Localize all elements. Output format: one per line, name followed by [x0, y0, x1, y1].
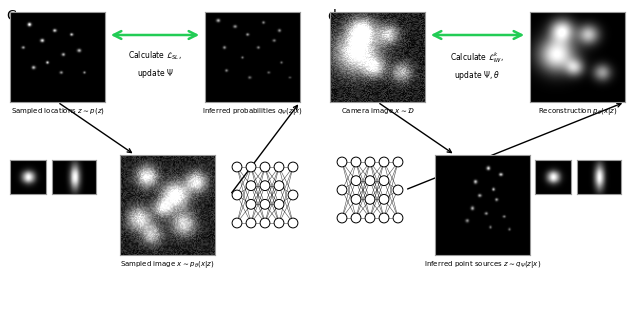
Circle shape: [274, 218, 284, 228]
Circle shape: [351, 176, 361, 186]
Circle shape: [274, 181, 284, 191]
Circle shape: [365, 194, 375, 204]
Circle shape: [246, 218, 256, 228]
Text: X-Z: X-Z: [595, 164, 604, 169]
Circle shape: [365, 213, 375, 223]
Circle shape: [337, 213, 347, 223]
Circle shape: [365, 176, 375, 186]
Circle shape: [232, 218, 242, 228]
Circle shape: [288, 218, 298, 228]
Text: Reconstruction $p_\theta(x|z)$: Reconstruction $p_\theta(x|z)$: [538, 106, 618, 117]
Circle shape: [351, 157, 361, 167]
Text: d: d: [327, 9, 336, 23]
Text: Sampled image $x \sim p_\theta(x|z)$: Sampled image $x \sim p_\theta(x|z)$: [120, 259, 214, 270]
Circle shape: [379, 213, 389, 223]
Circle shape: [379, 176, 389, 186]
Circle shape: [337, 157, 347, 167]
Circle shape: [246, 181, 256, 191]
Circle shape: [246, 162, 256, 172]
Circle shape: [337, 185, 347, 195]
Circle shape: [274, 199, 284, 209]
Circle shape: [351, 194, 361, 204]
Circle shape: [365, 157, 375, 167]
Circle shape: [351, 213, 361, 223]
Text: Calculate $\mathcal{L}_{IW}^k$,
update $\Psi, \theta$: Calculate $\mathcal{L}_{IW}^k$, update $…: [450, 50, 504, 82]
Text: C: C: [6, 9, 16, 23]
Text: X-Y: X-Y: [549, 164, 557, 169]
Circle shape: [393, 157, 403, 167]
Circle shape: [288, 190, 298, 200]
Circle shape: [393, 213, 403, 223]
Text: Camera image $x \sim \mathcal{D}$: Camera image $x \sim \mathcal{D}$: [340, 106, 415, 116]
Circle shape: [379, 194, 389, 204]
Circle shape: [260, 199, 270, 209]
Circle shape: [232, 190, 242, 200]
Circle shape: [246, 199, 256, 209]
Text: X-Z: X-Z: [69, 164, 79, 169]
Circle shape: [379, 157, 389, 167]
Circle shape: [260, 181, 270, 191]
Circle shape: [232, 162, 242, 172]
Text: Inferred point sources $z \sim q_\Psi(z|x)$: Inferred point sources $z \sim q_\Psi(z|…: [424, 259, 541, 270]
Circle shape: [393, 185, 403, 195]
Circle shape: [274, 162, 284, 172]
Text: Inferred probabilities $q_\Psi(z|x)$: Inferred probabilities $q_\Psi(z|x)$: [202, 106, 303, 117]
Circle shape: [260, 218, 270, 228]
Text: X-Y: X-Y: [24, 164, 32, 169]
Text: Calculate $\mathcal{L}_{SL}$,
update $\Psi$: Calculate $\mathcal{L}_{SL}$, update $\P…: [128, 50, 182, 80]
Text: Sampled locations $z \sim p(z)$: Sampled locations $z \sim p(z)$: [11, 106, 104, 116]
Circle shape: [288, 162, 298, 172]
Circle shape: [260, 162, 270, 172]
